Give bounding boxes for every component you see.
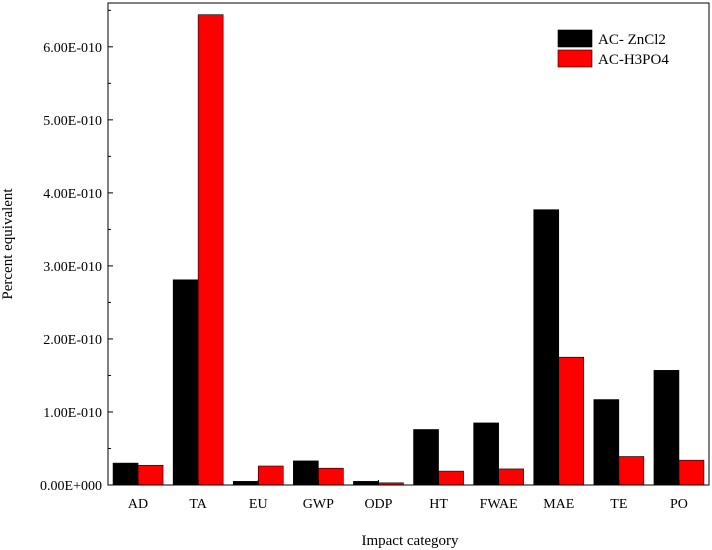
y-axis-title: Percent equivalent (0, 188, 16, 300)
legend-label-2: AC-H3PO4 (598, 52, 669, 68)
x-tick-label-eu: EU (249, 497, 268, 512)
bars-group (112, 14, 705, 486)
bar-fwae-series-1 (473, 422, 499, 486)
x-axis: AD TA EU GWP ODP HT FWAE MAE TE PO (128, 480, 688, 512)
legend-swatch-2 (557, 49, 593, 68)
bar-odp-series-1 (353, 481, 379, 486)
y-tick-label: 6.00E-010 (43, 41, 102, 56)
x-axis-title: Impact category (361, 533, 459, 549)
x-tick-label-odp: ODP (364, 497, 392, 512)
bar-eu-series-1 (232, 481, 259, 486)
bar-po-series-2 (678, 459, 705, 486)
bar-te-series-2 (618, 456, 645, 486)
y-tick-label: 1.00E-010 (43, 406, 102, 421)
bar-gwp-series-2 (318, 467, 344, 486)
y-axis: 0.00E+000 1.00E-010 2.00E-010 3.00E-010 4.00… (40, 9, 113, 494)
bar-te-series-1 (593, 399, 620, 486)
x-tick-label-ad: AD (128, 497, 148, 512)
y-tick-label: 0.00E+000 (40, 479, 102, 494)
y-tick-label: 2.00E-010 (43, 333, 102, 348)
x-tick-label-gwp: GWP (303, 497, 334, 512)
y-tick-label: 3.00E-010 (43, 260, 102, 275)
y-tick-label: 4.00E-010 (43, 187, 102, 202)
bar-gwp-series-1 (293, 460, 319, 486)
legend: AC- ZnCl2 AC-H3PO4 (557, 29, 669, 68)
plot-frame (107, 2, 710, 486)
bar-eu-series-2 (257, 465, 284, 486)
legend-swatch-1 (557, 29, 593, 48)
x-tick-label-fwae: FWAE (480, 497, 518, 512)
bar-ta-series-2 (197, 14, 224, 486)
bar-ht-series-2 (438, 470, 464, 486)
y-tick-label: 5.00E-010 (43, 114, 102, 129)
bar-ad-series-1 (112, 462, 139, 486)
x-tick-label-te: TE (610, 497, 627, 512)
bar-ta-series-1 (172, 279, 199, 486)
bar-ht-series-1 (413, 429, 439, 486)
bar-ad-series-2 (137, 464, 164, 486)
x-tick-label-ta: TA (189, 497, 207, 512)
bar-po-series-1 (653, 370, 680, 486)
x-tick-label-mae: MAE (543, 497, 574, 512)
bar-mae-series-1 (533, 209, 560, 486)
x-tick-label-ht: HT (429, 497, 448, 512)
bar-mae-series-2 (558, 356, 585, 486)
legend-label-1: AC- ZnCl2 (598, 32, 666, 48)
bar-fwae-series-2 (498, 468, 524, 486)
x-tick-label-po: PO (670, 497, 688, 512)
